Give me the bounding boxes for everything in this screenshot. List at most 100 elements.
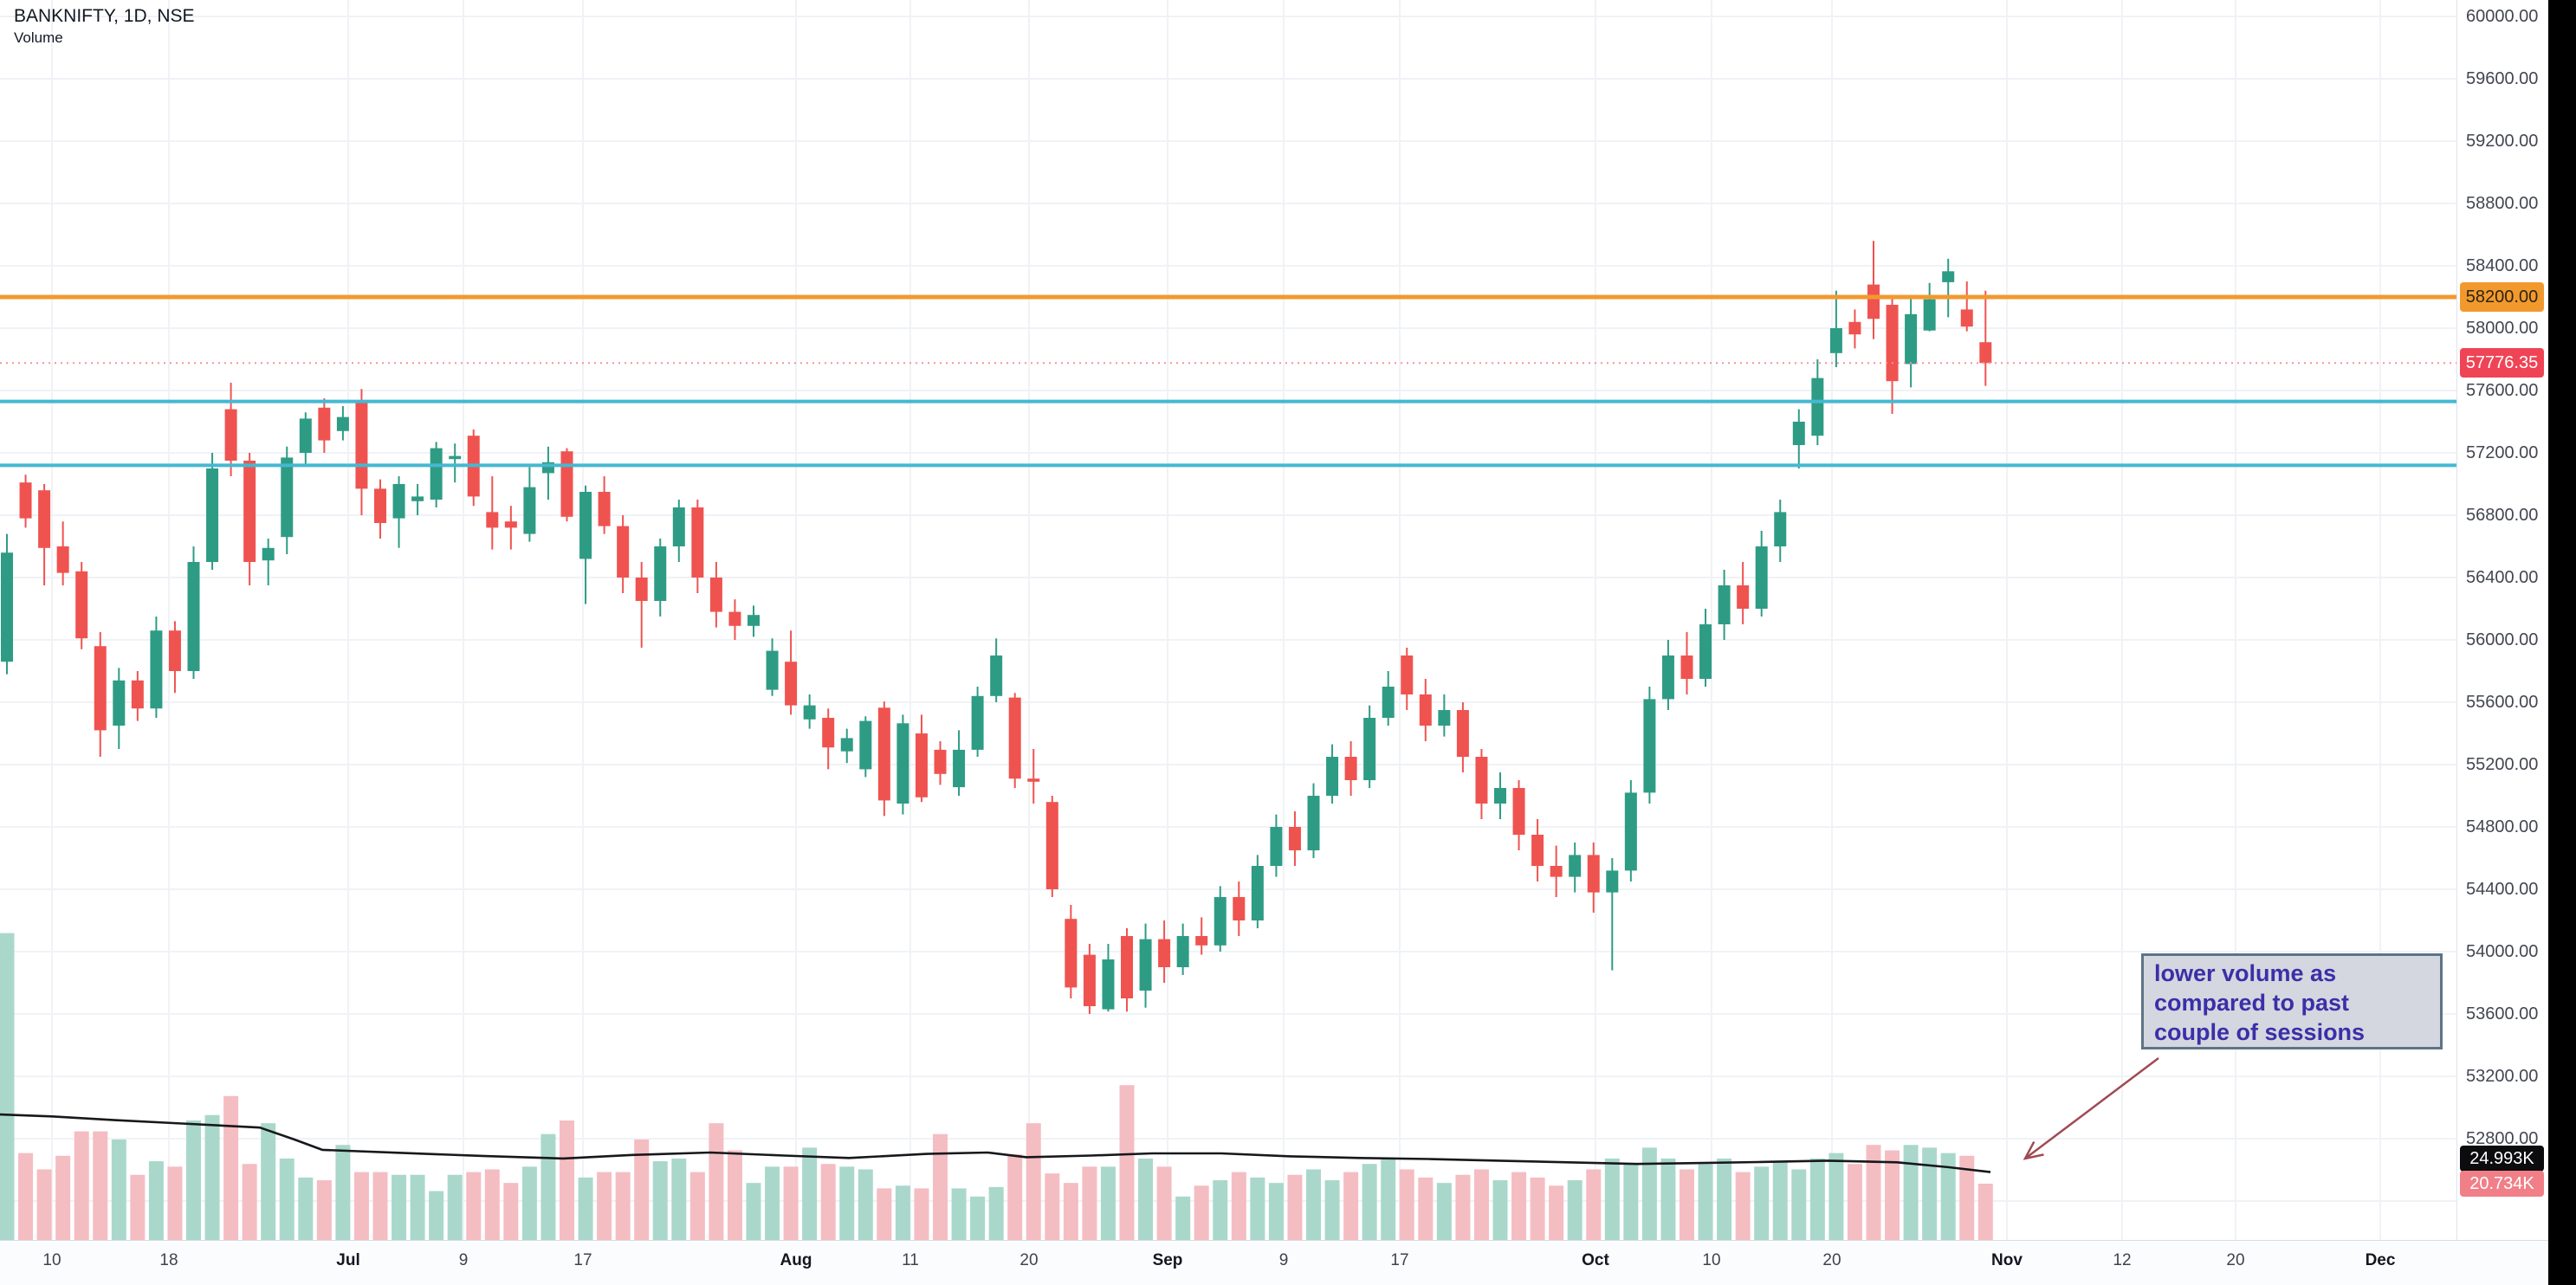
candle-body <box>617 526 630 578</box>
volume-bar <box>1698 1164 1713 1240</box>
volume-bar <box>1809 1158 1825 1240</box>
orange-level-price-label: 58200.00 <box>2460 282 2544 312</box>
volume-bar <box>335 1145 351 1240</box>
candle-body <box>822 718 835 748</box>
volume-bar <box>1455 1174 1471 1240</box>
price-axis[interactable]: 60000.00 59600.00 59200.00 58800.00 58400.00… <box>2456 0 2549 1240</box>
candle-body <box>1401 655 1414 694</box>
volume-bar <box>858 1169 873 1240</box>
candle-body <box>1214 897 1227 946</box>
candle-body <box>1960 309 1973 327</box>
volume-bar <box>1213 1180 1228 1240</box>
volume-bar <box>1399 1169 1414 1240</box>
candle-body <box>1158 939 1171 967</box>
volume-bar <box>1940 1153 1956 1240</box>
price-tick-label: 57200.00 <box>2466 443 2539 462</box>
volume-bar <box>1436 1183 1452 1240</box>
volume-ma-value-label: 24.993K <box>2460 1146 2544 1172</box>
candle-body <box>1661 655 1674 700</box>
volume-indicator-label[interactable]: Volume <box>14 29 63 46</box>
volume-bar <box>1828 1153 1844 1240</box>
volume-bar <box>242 1164 257 1240</box>
volume-bar <box>1791 1169 1807 1240</box>
volume-bar <box>1231 1172 1246 1240</box>
candle-body <box>1045 802 1058 889</box>
candle-body <box>1475 757 1488 804</box>
volume-bar <box>55 1155 71 1240</box>
volume-bar <box>1287 1174 1303 1240</box>
price-tick-label: 56400.00 <box>2466 568 2539 587</box>
time-tick-label: 20 <box>1822 1251 1841 1269</box>
last-price-label: 57776.35 <box>2460 348 2544 378</box>
volume-bar <box>148 1161 164 1240</box>
volume-bar <box>1007 1154 1023 1240</box>
candle-body <box>1326 757 1339 796</box>
volume-bar <box>914 1188 929 1240</box>
volume-bar <box>466 1172 482 1240</box>
candle-body <box>1195 936 1208 946</box>
annotation-line: compared to past <box>2154 990 2350 1016</box>
volume-bar <box>1604 1158 1620 1240</box>
price-tick-label: 59200.00 <box>2466 132 2539 151</box>
candle-body <box>187 562 200 671</box>
candle-body <box>1550 866 1563 877</box>
candle-body <box>1121 936 1133 998</box>
candle-body <box>1792 422 1805 445</box>
time-tick-label: Oct <box>1582 1251 1609 1269</box>
candle-body <box>1363 718 1376 780</box>
volume-bar <box>1680 1169 1694 1240</box>
volume-bar <box>652 1161 668 1240</box>
candle-body <box>1102 959 1115 1010</box>
candle-body <box>560 451 573 517</box>
candle-body <box>1419 694 1432 726</box>
candle-body <box>1251 866 1264 920</box>
price-tick-label: 60000.00 <box>2466 7 2539 26</box>
time-tick-label: Aug <box>780 1251 812 1269</box>
volume-bar <box>1082 1166 1097 1240</box>
volume-bar <box>1847 1164 1862 1240</box>
volume-bar <box>261 1123 276 1240</box>
price-tick-label: 54000.00 <box>2466 942 2539 961</box>
price-tick-label: 56000.00 <box>2466 630 2539 649</box>
annotation-line: lower volume as <box>2154 960 2337 986</box>
volume-bar <box>36 1169 52 1240</box>
annotation-text-box[interactable]: lower volume as compared to past couple … <box>2141 953 2443 1049</box>
volume-bar <box>1418 1177 1434 1240</box>
volume-bar <box>1772 1161 1788 1240</box>
volume-bar <box>1100 1166 1116 1240</box>
volume-bar <box>578 1177 593 1240</box>
candle-body <box>206 468 219 562</box>
volume-bar <box>1343 1172 1359 1240</box>
candle-body <box>1065 919 1078 988</box>
candle-body <box>1905 313 1918 365</box>
volume-bar <box>279 1158 294 1240</box>
candle-body <box>1979 342 1992 364</box>
candle-body <box>1233 897 1246 920</box>
right-edge-strip <box>2548 0 2576 1285</box>
volume-bar <box>1175 1196 1191 1240</box>
volume-bar <box>1885 1150 1900 1240</box>
time-axis[interactable]: 10 18 Jul 9 17 Aug 11 20 Sep 9 17 Oct 10 20 Nov 12 20 Dec <box>0 1240 2548 1285</box>
candle-body <box>392 484 405 519</box>
price-tick-label: 56800.00 <box>2466 506 2539 525</box>
volume-bar <box>186 1120 201 1240</box>
candle-body <box>877 707 890 801</box>
annotation-arrow[interactable] <box>2024 1057 2159 1159</box>
volume-bar <box>1717 1158 1732 1240</box>
candle-body <box>1643 699 1656 793</box>
time-tick-label: 10 <box>1702 1251 1721 1269</box>
candle-body <box>1456 710 1469 757</box>
volume-bar <box>802 1147 818 1240</box>
candle-body <box>1680 655 1693 679</box>
volume-bar <box>1138 1158 1154 1240</box>
candle-body <box>915 733 928 797</box>
candle-body <box>1829 328 1842 353</box>
symbol-title[interactable]: BANKNIFTY, 1D, NSE <box>14 6 195 26</box>
volume-bar <box>1586 1169 1602 1240</box>
annotation-arrow-head <box>2023 1141 2044 1160</box>
volume-bar <box>727 1150 742 1240</box>
candle-body <box>1737 585 1750 609</box>
volume-bar <box>484 1169 500 1240</box>
candle-body <box>709 578 722 612</box>
